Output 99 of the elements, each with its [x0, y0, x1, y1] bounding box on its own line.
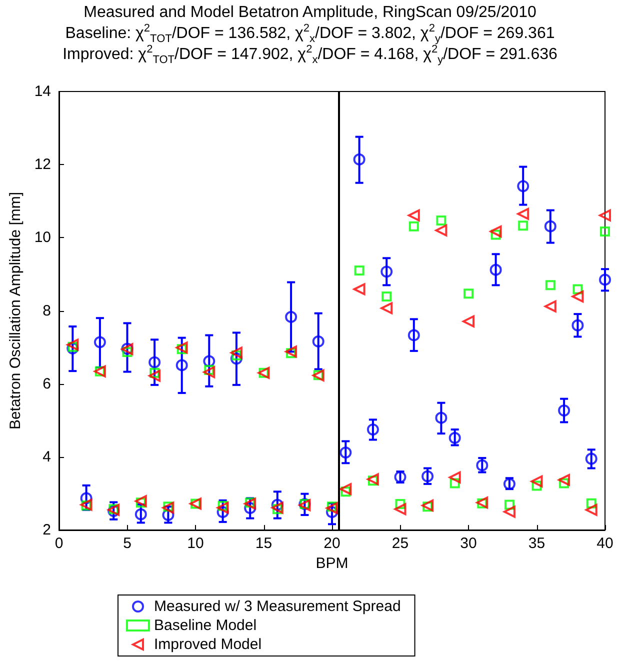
point	[464, 288, 474, 299]
point	[134, 508, 147, 520]
point	[490, 264, 502, 276]
point	[271, 502, 284, 514]
point	[380, 266, 393, 278]
y-tick-label: 12	[34, 156, 51, 174]
legend-label: Improved Model	[154, 636, 262, 653]
point	[530, 475, 543, 488]
point	[517, 180, 530, 192]
point	[408, 329, 420, 342]
point	[231, 350, 242, 360]
point	[462, 315, 474, 328]
point	[148, 370, 161, 382]
point	[408, 209, 420, 222]
point	[545, 280, 556, 290]
point	[382, 292, 392, 302]
point	[572, 290, 584, 302]
y-tick-label: 14	[34, 83, 51, 100]
x-tick-label: 0	[54, 535, 64, 552]
point	[395, 499, 406, 510]
point	[600, 226, 610, 236]
point	[448, 471, 461, 484]
y-tick-label: 8	[42, 302, 51, 320]
point	[586, 498, 596, 508]
point	[203, 355, 216, 368]
point	[572, 284, 583, 294]
point	[380, 302, 393, 314]
point	[68, 342, 78, 352]
y-axis-title: Betatron Oscillation Amplitude [mm]	[7, 192, 24, 430]
chart-title: Measured and Model Betatron Amplitude, RingScan 09/25/2010	[82, 3, 538, 23]
point	[435, 412, 448, 424]
point	[354, 266, 364, 276]
point	[544, 220, 556, 232]
point	[366, 424, 379, 436]
y-tick-label: 10	[34, 229, 51, 246]
point	[176, 342, 188, 354]
point	[272, 504, 282, 514]
point	[271, 498, 284, 511]
x-tick-label: 15	[255, 535, 272, 552]
y-tick-label: 2	[42, 522, 51, 538]
point	[504, 500, 514, 510]
x-tick-label: 25	[392, 535, 409, 552]
point	[216, 506, 229, 518]
x-tick-label: 40	[596, 535, 614, 552]
point	[312, 335, 324, 348]
point	[490, 225, 502, 238]
point	[162, 509, 174, 522]
point	[544, 300, 556, 312]
point	[408, 221, 419, 232]
point	[599, 274, 611, 286]
point	[203, 366, 216, 378]
point	[585, 452, 598, 465]
point	[94, 336, 106, 348]
point	[230, 346, 242, 359]
point	[558, 404, 570, 417]
x-axis-title: BPM	[316, 554, 348, 572]
y-tick-label: 4	[42, 448, 51, 466]
point	[503, 506, 516, 518]
x-tick-label: 10	[187, 535, 204, 552]
point	[230, 352, 242, 365]
point	[422, 470, 434, 482]
point	[340, 486, 351, 497]
point	[216, 502, 229, 514]
point	[435, 224, 448, 236]
point	[204, 364, 214, 375]
point	[176, 359, 188, 372]
x-tick-label: 30	[460, 535, 477, 552]
point	[326, 506, 338, 518]
point	[518, 220, 528, 231]
point	[436, 215, 446, 226]
point	[599, 209, 611, 222]
legend-label: Measured w/ 3 Measurement Spread	[154, 598, 401, 615]
x-tick-label: 20	[324, 535, 340, 552]
point	[66, 338, 79, 351]
point	[585, 504, 598, 516]
point	[366, 473, 379, 486]
point	[448, 432, 461, 444]
point	[450, 478, 460, 488]
point	[340, 483, 352, 496]
point	[148, 356, 161, 368]
point	[285, 310, 298, 323]
point	[353, 153, 366, 166]
x-tick-label: 35	[528, 535, 546, 552]
point	[80, 492, 92, 504]
legend-label: Baseline Model	[154, 617, 257, 634]
point	[572, 319, 584, 332]
text: Baseline: χ$^{2}$$_{TOT}$/DOF = 136.582, χ$^{2}$$_{x}$/DOF = 3.802, χ$^{2}$$_{y}$/DOF = 269.361 Improved: χ$^{2}$$_{TOT}$/DOF = 147.902, χ$^{2}$$_{x}$/DOF = 4.168, χ$^{2}$$_{y}$/DOF = 291.636	[62, 22, 558, 66]
point	[244, 502, 256, 514]
y-tick-label: 6	[42, 375, 51, 392]
point	[353, 283, 366, 296]
point	[340, 446, 352, 459]
point	[394, 503, 406, 516]
point	[122, 347, 132, 358]
point	[532, 480, 542, 491]
point	[368, 476, 378, 486]
x-tick-label: 5	[123, 535, 132, 552]
point	[517, 208, 530, 220]
point	[176, 344, 187, 354]
point	[558, 474, 570, 486]
